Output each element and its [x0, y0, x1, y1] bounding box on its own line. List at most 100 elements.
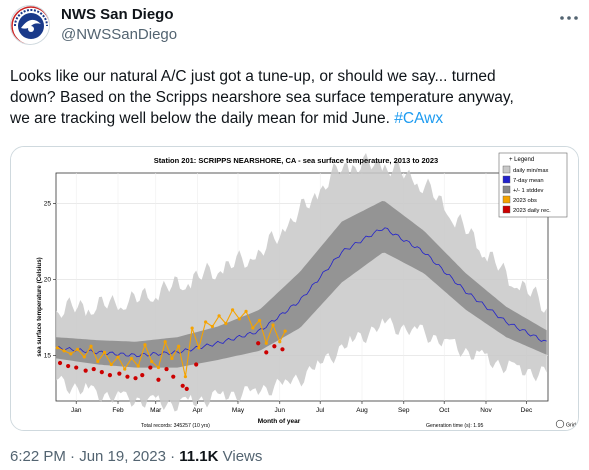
record-2023-point [184, 386, 189, 391]
record-2023-point [117, 371, 122, 376]
y-axis-label: sea surface temperature (Celsius) [36, 257, 43, 356]
obs-2023-point [109, 362, 113, 367]
tweet-text-line: we are tracking well below the daily mea… [10, 108, 580, 129]
tweet-body: Looks like our natural A/C just got a tu… [10, 66, 580, 129]
tweet-text-line: Looks like our natural A/C just got a tu… [10, 68, 496, 85]
obs-2023-point [237, 317, 241, 321]
legend-label: 7-day mean [513, 178, 544, 184]
record-2023-point [99, 370, 104, 375]
obs-2023-point [136, 364, 140, 368]
obs-2023-point [217, 314, 221, 318]
views-label: Views [218, 448, 263, 465]
obs-2023-point [204, 320, 208, 324]
x-tick-label: Jun [275, 407, 286, 414]
obs-2023-point [224, 321, 228, 326]
legend-label: daily min/max [513, 168, 549, 174]
obs-2023-point [69, 352, 73, 356]
obs-2023-point [251, 326, 255, 330]
obs-2023-point [177, 344, 181, 348]
sea-temperature-chart: 15 20 25 Jan Feb Mar Apr May Jun Jul Aug Sep Oct Nov D… [11, 147, 578, 430]
tweet-meta: 6:22 PM · Jun 19, 2023 · 11.1K Views [10, 448, 262, 465]
more-options-icon[interactable] [557, 10, 581, 26]
axis-layer: 15 20 25 Jan Feb Mar Apr May Jun Jul Aug Sep Oct Nov D… [44, 200, 533, 414]
record-2023-point [133, 376, 138, 381]
obs-2023-point [190, 326, 194, 330]
obs-2023-point [271, 323, 275, 327]
record-2023-point [180, 383, 185, 388]
obs-2023-point [96, 359, 100, 364]
record-2023-point [156, 377, 161, 382]
record-2023-point [91, 366, 96, 372]
x-tick-label: May [232, 407, 245, 414]
x-tick-label: Jul [316, 407, 325, 414]
x-tick-label: Mar [150, 407, 162, 414]
legend-box [498, 152, 568, 218]
obs-2023-point [89, 344, 93, 348]
record-2023-point [264, 350, 269, 355]
legend-label: 2023 daily rec. [513, 208, 551, 214]
chart-image[interactable]: 15 20 25 Jan Feb Mar Apr May Jun Jul Aug Sep Oct Nov D… [10, 146, 579, 431]
generation-time-note: Generation time (s): 1.95 [426, 423, 483, 429]
obs-2023-point [143, 343, 147, 347]
obs-2023-point [283, 329, 287, 333]
record-2023-point [74, 365, 79, 370]
obs-2023-point [210, 324, 214, 329]
hashtag-link[interactable]: #CAwx [394, 110, 444, 127]
obs-2023-point [102, 350, 107, 354]
nws-logo-icon[interactable] [10, 5, 50, 45]
obs-2023-point [163, 340, 167, 344]
y-tick-label: 20 [44, 276, 52, 283]
views-count: 11.1K [179, 448, 219, 465]
y-tick-label: 15 [44, 352, 52, 359]
x-tick-label: Jan [71, 407, 82, 414]
account-name[interactable]: NWS San Diego [61, 6, 174, 23]
legend: + Legend daily min/max 7-day mean +/- 1 std… [498, 152, 568, 218]
obs-2023-point [183, 375, 188, 379]
obs-2023-point [82, 355, 86, 359]
legend-swatch [502, 205, 511, 214]
obs-2023-point [197, 346, 201, 350]
grid-toggle-icon [555, 419, 565, 429]
record-2023-point [280, 347, 285, 352]
mean-line [55, 227, 547, 358]
x-tick-label: Apr [192, 407, 203, 414]
stddev-band [56, 201, 547, 368]
obs-2023-point [278, 340, 282, 344]
obs-2023-point [123, 367, 127, 371]
x-tick-label: Feb [112, 407, 124, 414]
obs-2023-point [62, 349, 66, 353]
timestamp[interactable]: 6:22 PM · Jun 19, 2023 · [10, 448, 180, 465]
legend-swatch [502, 175, 511, 184]
legend-swatch [502, 165, 511, 174]
tweet-text-line: down? Based on the Scripps nearshore sea… [10, 89, 514, 106]
x-tick-label: Dec [521, 407, 533, 414]
x-tick-label: Nov [480, 407, 492, 414]
record-2023-point [107, 373, 113, 378]
legend-swatch [502, 195, 511, 204]
account-handle[interactable]: @NWSSanDiego [61, 26, 178, 43]
x-axis-label: Month of year [258, 418, 301, 425]
obs-2023-point [150, 359, 154, 364]
record-2023-point [57, 360, 63, 366]
obs-2023-point [116, 355, 120, 359]
x-tick-label: Aug [356, 407, 368, 414]
record-2023-point [272, 344, 277, 349]
record-2023-point [125, 374, 130, 379]
legend-title: + Legend [509, 157, 534, 163]
record-2023-point [66, 363, 71, 369]
obs-2023-point [129, 356, 134, 361]
x-tick-label: Sep [398, 407, 410, 414]
legend-label: +/- 1 stddev [513, 188, 544, 194]
obs-2023-point [264, 341, 268, 345]
grid-toggle[interactable]: Grid [555, 419, 576, 429]
record-2023-point [148, 365, 153, 370]
obs-2023-point [170, 356, 174, 361]
chart-title: Station 201: SCRIPPS NEARSHORE, CA - sea… [154, 156, 438, 165]
obs-2023-point [55, 346, 59, 350]
obs-2023-point [156, 365, 161, 370]
obs-2023-point [257, 318, 262, 323]
record-2023-point [164, 366, 169, 372]
legend-swatch [502, 185, 511, 194]
record-2023-point [83, 368, 88, 373]
